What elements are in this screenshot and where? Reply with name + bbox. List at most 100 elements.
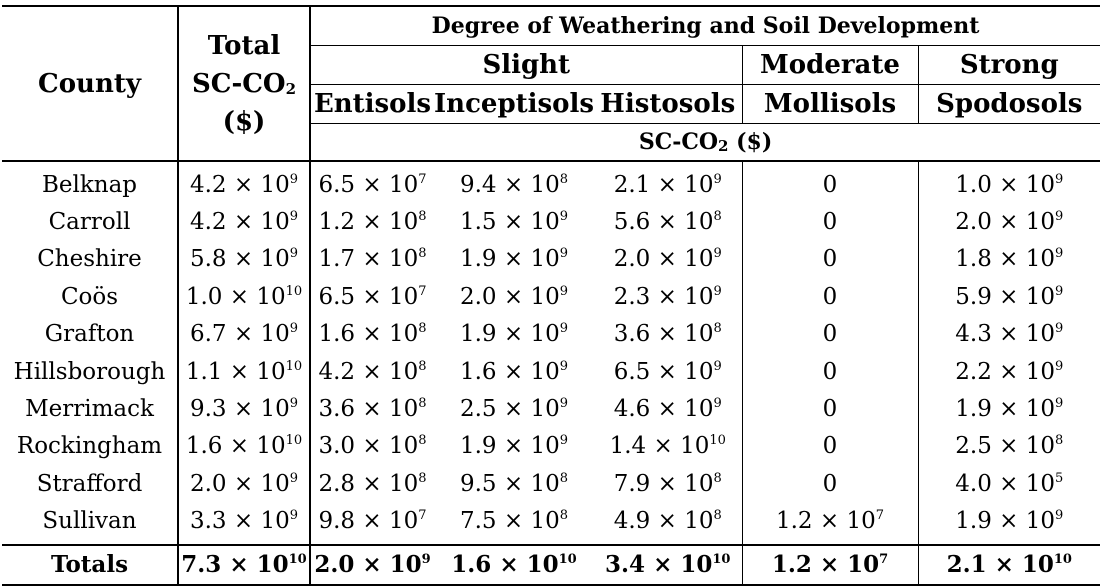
value-cell: 3.4 × 1010	[594, 543, 743, 586]
value-mantissa: 4.2	[318, 358, 356, 385]
value-mantissa: 2.2	[955, 358, 992, 385]
value-exponent: 9	[559, 209, 569, 225]
table-row: Grafton 6.7 × 109 1.6 × 108 1.9 × 109 3.6 × …	[2, 315, 1100, 353]
value-times-base: × 10	[355, 283, 419, 310]
value-mantissa: 1.4	[609, 433, 647, 460]
value-times-base: × 10	[645, 551, 713, 579]
value-mantissa: 6.5	[613, 358, 651, 385]
value-mantissa: 2.3	[613, 283, 651, 310]
table-row: Carroll 4.2 × 109 1.2 × 108 1.5 × 109 5.6 × …	[2, 203, 1100, 241]
value-cell: 1.6 × 109	[434, 353, 594, 390]
value-cell: 7.9 × 108	[594, 465, 743, 503]
value-mantissa: 9.5	[459, 470, 497, 497]
value-exponent: 7	[879, 552, 889, 568]
value-exponent: 9	[713, 171, 722, 187]
value-mantissa: 2.1	[946, 551, 987, 579]
entisols-header: Entisols	[310, 84, 434, 124]
value-cell: 7.5 × 108	[434, 503, 594, 545]
unit-header-sub: 2	[718, 137, 729, 155]
value-exponent: 7	[418, 508, 427, 524]
value-mantissa: 2.0	[613, 246, 651, 273]
table-body: Belknap 4.2 × 109 6.5 × 107 9.4 × 108 2.1 × …	[2, 161, 1101, 586]
total-header: Total SC-CO2 ($)	[178, 5, 311, 162]
value-cell: 1.9 × 109	[918, 503, 1100, 545]
value-times-base: × 10	[222, 433, 286, 460]
value-cell: 2.1 × 109	[594, 161, 743, 204]
value-mantissa: 3.0	[318, 433, 356, 460]
value-cell: 2.1 × 1010	[918, 543, 1101, 586]
table-row: Hillsborough 1.1 × 1010 4.2 × 108 1.6 × 109…	[2, 352, 1100, 391]
value-times-base: × 10	[491, 551, 559, 579]
value-exponent: 10	[288, 552, 307, 568]
value-times-base: × 10	[355, 396, 419, 423]
value-exponent: 10	[709, 433, 726, 449]
value-mantissa: 9.4	[459, 171, 497, 198]
value-cell: 3.3 × 109	[178, 502, 311, 545]
table-row: Cheshire 5.8 × 109 1.7 × 108 1.9 × 109 2.0 ×…	[2, 240, 1100, 279]
county-cell: Merrimack	[2, 390, 179, 428]
value-cell: 6.5 × 109	[594, 352, 743, 391]
value-exponent: 9	[559, 433, 569, 449]
county-cell: Totals	[2, 543, 179, 586]
table-row: Belknap 4.2 × 109 6.5 × 107 9.4 × 108 2.1 × …	[2, 161, 1100, 204]
value-cell: 2.0 × 109	[434, 278, 594, 315]
value-cell: 1.0 × 1010	[178, 278, 311, 316]
mollisols-header: Mollisols	[742, 84, 919, 124]
value-cell: 0	[742, 278, 919, 316]
value-mantissa: 4.0	[955, 470, 992, 497]
value-mantissa: 3.3	[189, 508, 227, 535]
value-cell: 2.5 × 109	[434, 390, 594, 427]
value-exponent: 7	[875, 508, 885, 524]
value-mantissa: 1.2	[318, 209, 356, 236]
value-mantissa: 1.0	[185, 283, 223, 310]
value-mantissa: 1.7	[318, 246, 356, 273]
value-times-base: × 10	[496, 396, 560, 423]
value-mantissa: 2.5	[955, 433, 992, 460]
county-cell: Hillsborough	[2, 352, 179, 391]
value-mantissa: 2.0	[955, 209, 992, 236]
value-exponent: 9	[713, 358, 722, 374]
value-exponent: 9	[559, 246, 569, 262]
value-exponent: 9	[559, 358, 569, 374]
value-cell: 2.8 × 108	[310, 465, 434, 502]
value-times-base: × 10	[355, 171, 419, 198]
table-row: Rockingham 1.6 × 1010 3.0 × 108 1.9 × 109 1.…	[2, 427, 1100, 466]
value-cell: 5.8 × 109	[178, 240, 311, 279]
value-cell: 2.0 × 109	[178, 465, 311, 503]
value-mantissa: 9.3	[189, 396, 227, 423]
value-mantissa: 7.9	[613, 470, 651, 497]
value-times-base: × 10	[496, 433, 560, 460]
value-times-base: × 10	[355, 470, 419, 497]
table-row: Coös 1.0 × 1010 6.5 × 107 2.0 × 109 2.3 × 10…	[2, 278, 1100, 316]
value-mantissa: 0	[822, 321, 838, 348]
value-exponent: 10	[285, 283, 303, 299]
value-times-base: × 10	[646, 433, 710, 460]
value-cell: 4.6 × 109	[594, 390, 743, 428]
unit-header-main: SC-CO	[638, 129, 719, 155]
value-mantissa: 4.9	[613, 508, 651, 535]
value-times-base: × 10	[496, 470, 560, 497]
value-cell: 1.9 × 109	[434, 316, 594, 353]
value-cell: 4.3 × 109	[918, 316, 1100, 353]
value-times-base: × 10	[496, 358, 560, 385]
moderate-header: Moderate	[742, 45, 919, 85]
county-cell: Belknap	[2, 161, 179, 204]
value-mantissa: 1.6	[318, 321, 356, 348]
value-cell: 5.6 × 108	[594, 203, 743, 241]
value-mantissa: 1.6	[185, 433, 223, 460]
value-mantissa: 2.0	[459, 283, 497, 310]
county-header: County	[2, 5, 179, 162]
value-cell: 9.5 × 108	[434, 465, 594, 502]
value-exponent: 9	[559, 283, 569, 299]
value-mantissa: 0	[822, 470, 838, 497]
value-times-base: × 10	[650, 358, 714, 385]
value-mantissa: 3.6	[318, 396, 356, 423]
value-mantissa: 5.9	[955, 283, 992, 310]
histosols-header: Histosols	[594, 84, 743, 124]
value-mantissa: 1.9	[459, 433, 497, 460]
value-times-base: × 10	[650, 209, 714, 236]
totals-row: Totals 7.3 × 1010 2.0 × 109 1.6 × 1010 3.4 ×…	[2, 543, 1101, 586]
value-cell: 0	[742, 203, 919, 241]
value-exponent: 9	[289, 321, 299, 337]
value-cell: 5.9 × 109	[918, 278, 1100, 315]
